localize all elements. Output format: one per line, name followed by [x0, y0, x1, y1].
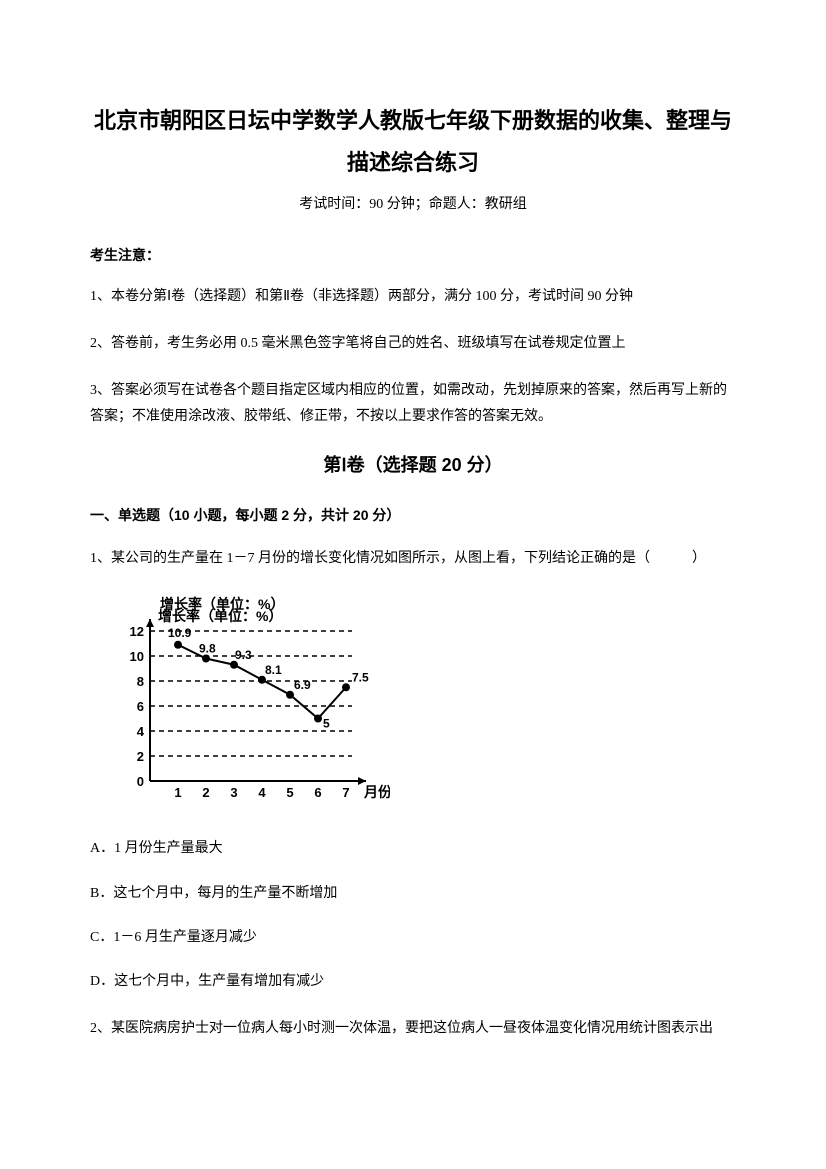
- svg-text:2: 2: [137, 749, 144, 764]
- notice-1: 1、本卷分第Ⅰ卷（选择题）和第Ⅱ卷（非选择题）两部分，满分 100 分，考试时间…: [90, 284, 736, 311]
- svg-text:6: 6: [137, 699, 144, 714]
- doc-subtitle: 考试时间：90 分钟；命题人：教研组: [90, 194, 736, 216]
- svg-text:10: 10: [130, 649, 144, 664]
- doc-title: 北京市朝阳区日坛中学数学人教版七年级下册数据的收集、整理与描述综合练习: [90, 100, 736, 184]
- svg-text:1: 1: [174, 785, 181, 800]
- question-2: 2、某医院病房护士对一位病人每小时测一次体温，要把这位病人一昼夜体温变化情况用统…: [90, 1016, 736, 1043]
- svg-text:8: 8: [137, 674, 144, 689]
- svg-text:8.1: 8.1: [265, 662, 282, 676]
- svg-text:12: 12: [130, 624, 144, 639]
- svg-text:2: 2: [202, 785, 209, 800]
- svg-text:增长率（单位：%）: 增长率（单位：%）: [160, 596, 284, 612]
- svg-text:4: 4: [258, 785, 266, 800]
- svg-text:4: 4: [137, 724, 145, 739]
- svg-text:3: 3: [230, 785, 237, 800]
- option-b: B．这七个月中，每月的生产量不断增加: [90, 883, 736, 905]
- chart-growth-rate: 0246810121234567增长率（单位：%）月份10.99.89.38.1…: [110, 591, 736, 815]
- svg-text:0: 0: [137, 774, 144, 789]
- option-a: A．1 月份生产量最大: [90, 838, 736, 860]
- svg-text:6.9: 6.9: [294, 677, 311, 691]
- svg-text:7.5: 7.5: [352, 670, 369, 684]
- svg-text:5: 5: [286, 785, 293, 800]
- notice-3: 3、答案必须写在试卷各个题目指定区域内相应的位置，如需改动，先划掉原来的答案，然…: [90, 378, 736, 431]
- section-1-title: 第Ⅰ卷（选择题 20 分）: [90, 451, 736, 480]
- svg-text:9.8: 9.8: [199, 641, 216, 655]
- option-d: D．这七个月中，生产量有增加有减少: [90, 971, 736, 993]
- subsection-1: 一、单选题（10 小题，每小题 2 分，共计 20 分）: [90, 504, 736, 526]
- svg-text:10.9: 10.9: [168, 625, 192, 639]
- svg-text:6: 6: [314, 785, 321, 800]
- question-1: 1、某公司的生产量在 1－7 月份的增长变化情况如图所示，从图上看，下列结论正确…: [90, 546, 736, 573]
- notice-heading: 考生注意：: [90, 244, 736, 266]
- option-c: C．1－6 月生产量逐月减少: [90, 927, 736, 949]
- svg-text:月份: 月份: [363, 784, 390, 800]
- line-chart-svg: 0246810121234567增长率（单位：%）月份10.99.89.38.1…: [110, 591, 390, 806]
- svg-text:7: 7: [342, 785, 349, 800]
- notice-2: 2、答卷前，考生务必用 0.5 毫米黑色签字笔将自己的姓名、班级填写在试卷规定位…: [90, 331, 736, 358]
- svg-text:9.3: 9.3: [235, 647, 252, 661]
- svg-text:5: 5: [323, 716, 330, 730]
